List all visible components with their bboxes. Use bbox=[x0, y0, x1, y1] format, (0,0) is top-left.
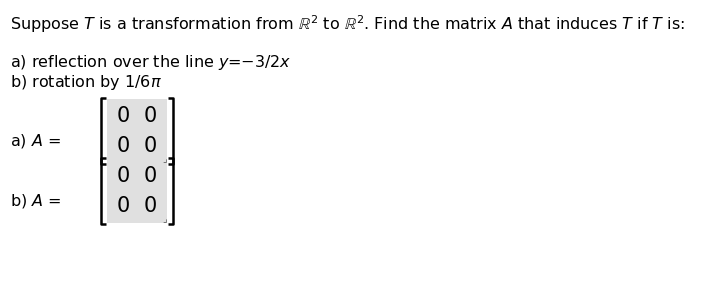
Text: 0: 0 bbox=[117, 106, 130, 126]
Text: ⌟: ⌟ bbox=[162, 154, 166, 164]
FancyBboxPatch shape bbox=[107, 99, 167, 163]
Text: a) reflection over the line $y$=−3/2$x$: a) reflection over the line $y$=−3/2$x$ bbox=[10, 53, 291, 72]
Text: 0: 0 bbox=[117, 166, 130, 186]
Text: a) $A$ =: a) $A$ = bbox=[10, 132, 61, 150]
Text: 0: 0 bbox=[117, 196, 130, 216]
Text: Suppose $T$ is a transformation from $\mathbb{R}^2$ to $\mathbb{R}^2$. Find the : Suppose $T$ is a transformation from $\m… bbox=[10, 13, 685, 35]
Text: 0: 0 bbox=[117, 136, 130, 156]
Text: 0: 0 bbox=[144, 196, 157, 216]
Text: 0: 0 bbox=[144, 166, 157, 186]
Text: ⌟: ⌟ bbox=[162, 214, 166, 224]
Text: b) $A$ =: b) $A$ = bbox=[10, 192, 61, 210]
Text: 0: 0 bbox=[144, 136, 157, 156]
Text: 0: 0 bbox=[144, 106, 157, 126]
FancyBboxPatch shape bbox=[107, 159, 167, 223]
Text: b) rotation by 1/6$\pi$: b) rotation by 1/6$\pi$ bbox=[10, 73, 162, 92]
